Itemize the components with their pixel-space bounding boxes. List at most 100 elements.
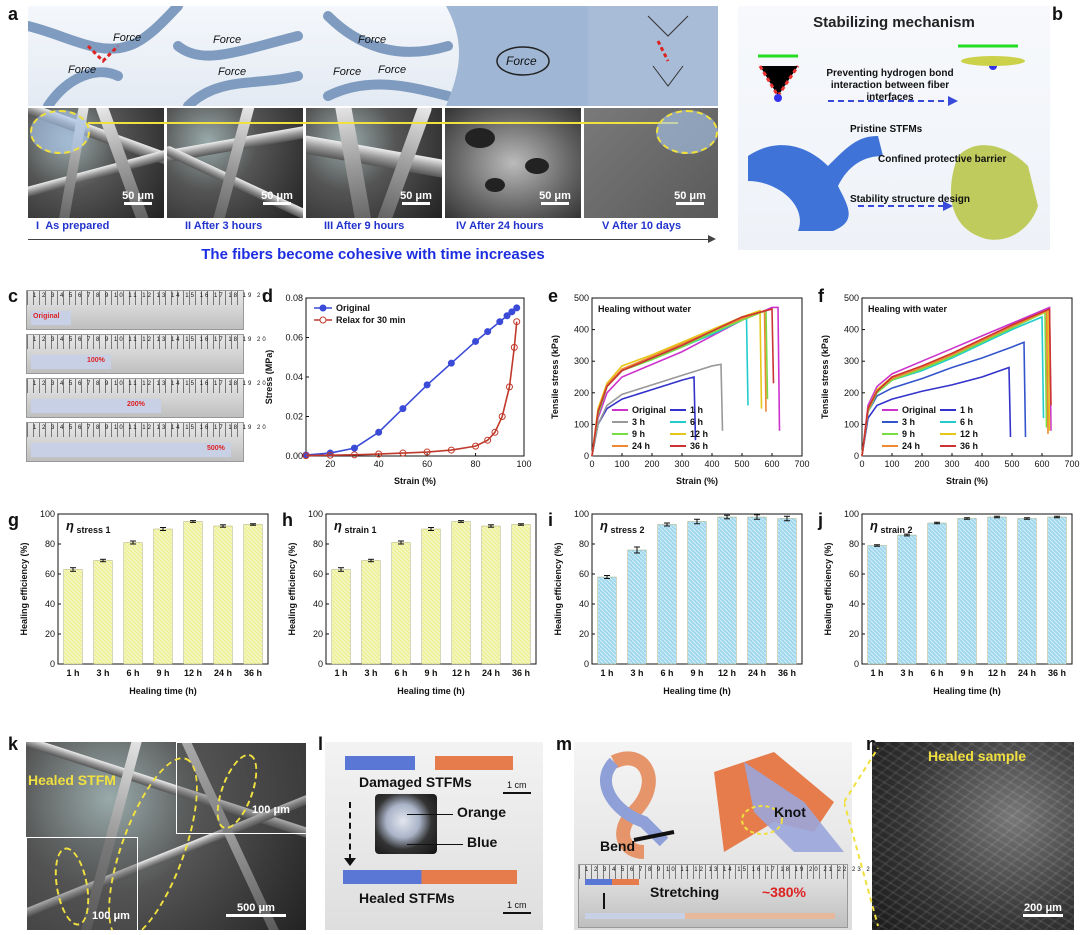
data-point — [503, 312, 511, 320]
bar — [421, 528, 441, 665]
x-tick-label: 9 h — [156, 668, 169, 678]
y-tick-label: 80 — [579, 539, 589, 549]
bar — [63, 569, 83, 665]
x-tick-label: 300 — [674, 459, 689, 469]
legend-label: 3 h — [632, 417, 645, 427]
stage-labels: I As prepared II After 3 hours III After… — [28, 220, 718, 236]
series-line — [305, 321, 518, 457]
strain-label: Original — [33, 313, 60, 320]
damaged-label: Damaged STFMs — [359, 774, 472, 790]
x-tick-label: 1 h — [600, 668, 613, 678]
scale-label: 1 cm — [507, 900, 527, 910]
orange-strip — [435, 756, 513, 770]
healed-strip — [343, 870, 517, 884]
data-point — [447, 446, 455, 454]
legend-label: 9 h — [902, 429, 915, 439]
y-tick-label: 200 — [844, 388, 859, 398]
bar — [867, 545, 887, 665]
chart-annotation: Healing with water — [868, 304, 948, 314]
x-tick-label: 500 — [1004, 459, 1019, 469]
panel-b-title: Stabilizing mechanism — [813, 14, 975, 31]
legend-label: Original — [632, 405, 666, 415]
y-tick-label: 500 — [844, 293, 859, 303]
y-tick-label: 300 — [574, 356, 589, 366]
y-axis-label: Healing efficiency (%) — [287, 542, 297, 635]
y-tick-label: 200 — [574, 388, 589, 398]
x-tick-label: 100 — [614, 459, 629, 469]
data-point — [491, 428, 499, 436]
x-axis-label: Strain (%) — [394, 476, 436, 486]
series-line — [861, 366, 1012, 457]
panel-k-sem: Healed STFM 100 μm 100 μm 500 μm — [26, 742, 306, 930]
x-tick-label: 60 — [422, 459, 432, 469]
zoom-guide-lines — [844, 747, 879, 927]
data-point — [505, 383, 513, 391]
data-point — [423, 381, 431, 389]
x-tick-label: 700 — [794, 459, 809, 469]
x-tick-label: 600 — [764, 459, 779, 469]
y-tick-label: 0 — [584, 659, 589, 669]
y-tick-label: 20 — [849, 629, 859, 639]
chart-annotation: η strain 2 — [870, 518, 912, 535]
y-tick-label: 100 — [308, 509, 323, 519]
bar — [361, 560, 381, 665]
x-tick-label: 12 h — [452, 668, 470, 678]
data-point — [350, 451, 358, 459]
series-line — [861, 306, 1052, 457]
force-label: Force — [68, 64, 97, 76]
legend-marker — [319, 304, 327, 312]
x-tick-label: 20 — [325, 459, 335, 469]
x-tick-label: 3 h — [364, 668, 377, 678]
data-point — [302, 452, 310, 460]
x-axis-label: Strain (%) — [946, 476, 988, 486]
legend-label: Original — [336, 303, 370, 313]
x-tick-label: 24 h — [482, 668, 500, 678]
panel-letter-m: m — [556, 734, 573, 754]
data-point — [513, 304, 521, 312]
legend-label: 1 h — [690, 405, 703, 415]
stage-label: V After 10 days — [602, 220, 682, 232]
y-axis-label: Healing efficiency (%) — [553, 542, 563, 635]
bar — [597, 576, 617, 665]
scale-bar: 50 μm — [670, 190, 710, 205]
time-axis-arrow — [28, 239, 708, 240]
y-tick-label: 40 — [849, 599, 859, 609]
x-tick-label: 40 — [374, 459, 384, 469]
panel-a: Force Force Force Force Force Force Forc… — [23, 1, 718, 268]
x-tick-label: 9 h — [690, 668, 703, 678]
x-tick-label: 12 h — [988, 668, 1006, 678]
legend-marker — [319, 316, 327, 324]
panel-m: Bend Knot 1 2 3 4 5 6 7 8 9 10 11 12 13 … — [574, 742, 889, 930]
bar — [747, 516, 767, 665]
x-tick-label: 3 h — [630, 668, 643, 678]
x-tick-label: 36 h — [512, 668, 530, 678]
y-tick-label: 80 — [313, 539, 323, 549]
x-tick-label: 0 — [859, 459, 864, 469]
knot-label: Knot — [774, 804, 806, 820]
y-axis-label: Stress (MPa) — [264, 350, 274, 405]
x-tick-label: 700 — [1064, 459, 1079, 469]
bar — [927, 522, 947, 665]
x-tick-label: 300 — [944, 459, 959, 469]
progress-arrow — [88, 122, 678, 124]
data-point — [513, 318, 521, 326]
chart-g: 0 20 40 60 80 100 1 h 3 h 6 h 9 h 12 h 24 h 36 h Heal… — [19, 509, 269, 696]
sem-image-2 — [167, 108, 303, 218]
stage-label: II After 3 hours — [185, 220, 263, 232]
bar — [1047, 516, 1067, 665]
bar — [93, 560, 113, 665]
force-label: Force — [333, 66, 362, 78]
scale-bar: 50 μm — [257, 190, 297, 205]
panel-letter-g: g — [8, 510, 19, 530]
scale-bar: 50 μm — [118, 190, 158, 205]
blue-strip — [345, 756, 415, 770]
force-label: Force — [218, 66, 247, 78]
bar — [153, 528, 173, 665]
y-tick-label: 100 — [844, 509, 859, 519]
bar — [777, 518, 797, 665]
bend-label: Bend — [600, 838, 635, 854]
bar — [331, 569, 351, 665]
x-axis-label: Strain (%) — [676, 476, 718, 486]
y-tick-label: 400 — [844, 325, 859, 335]
data-point — [375, 450, 383, 458]
